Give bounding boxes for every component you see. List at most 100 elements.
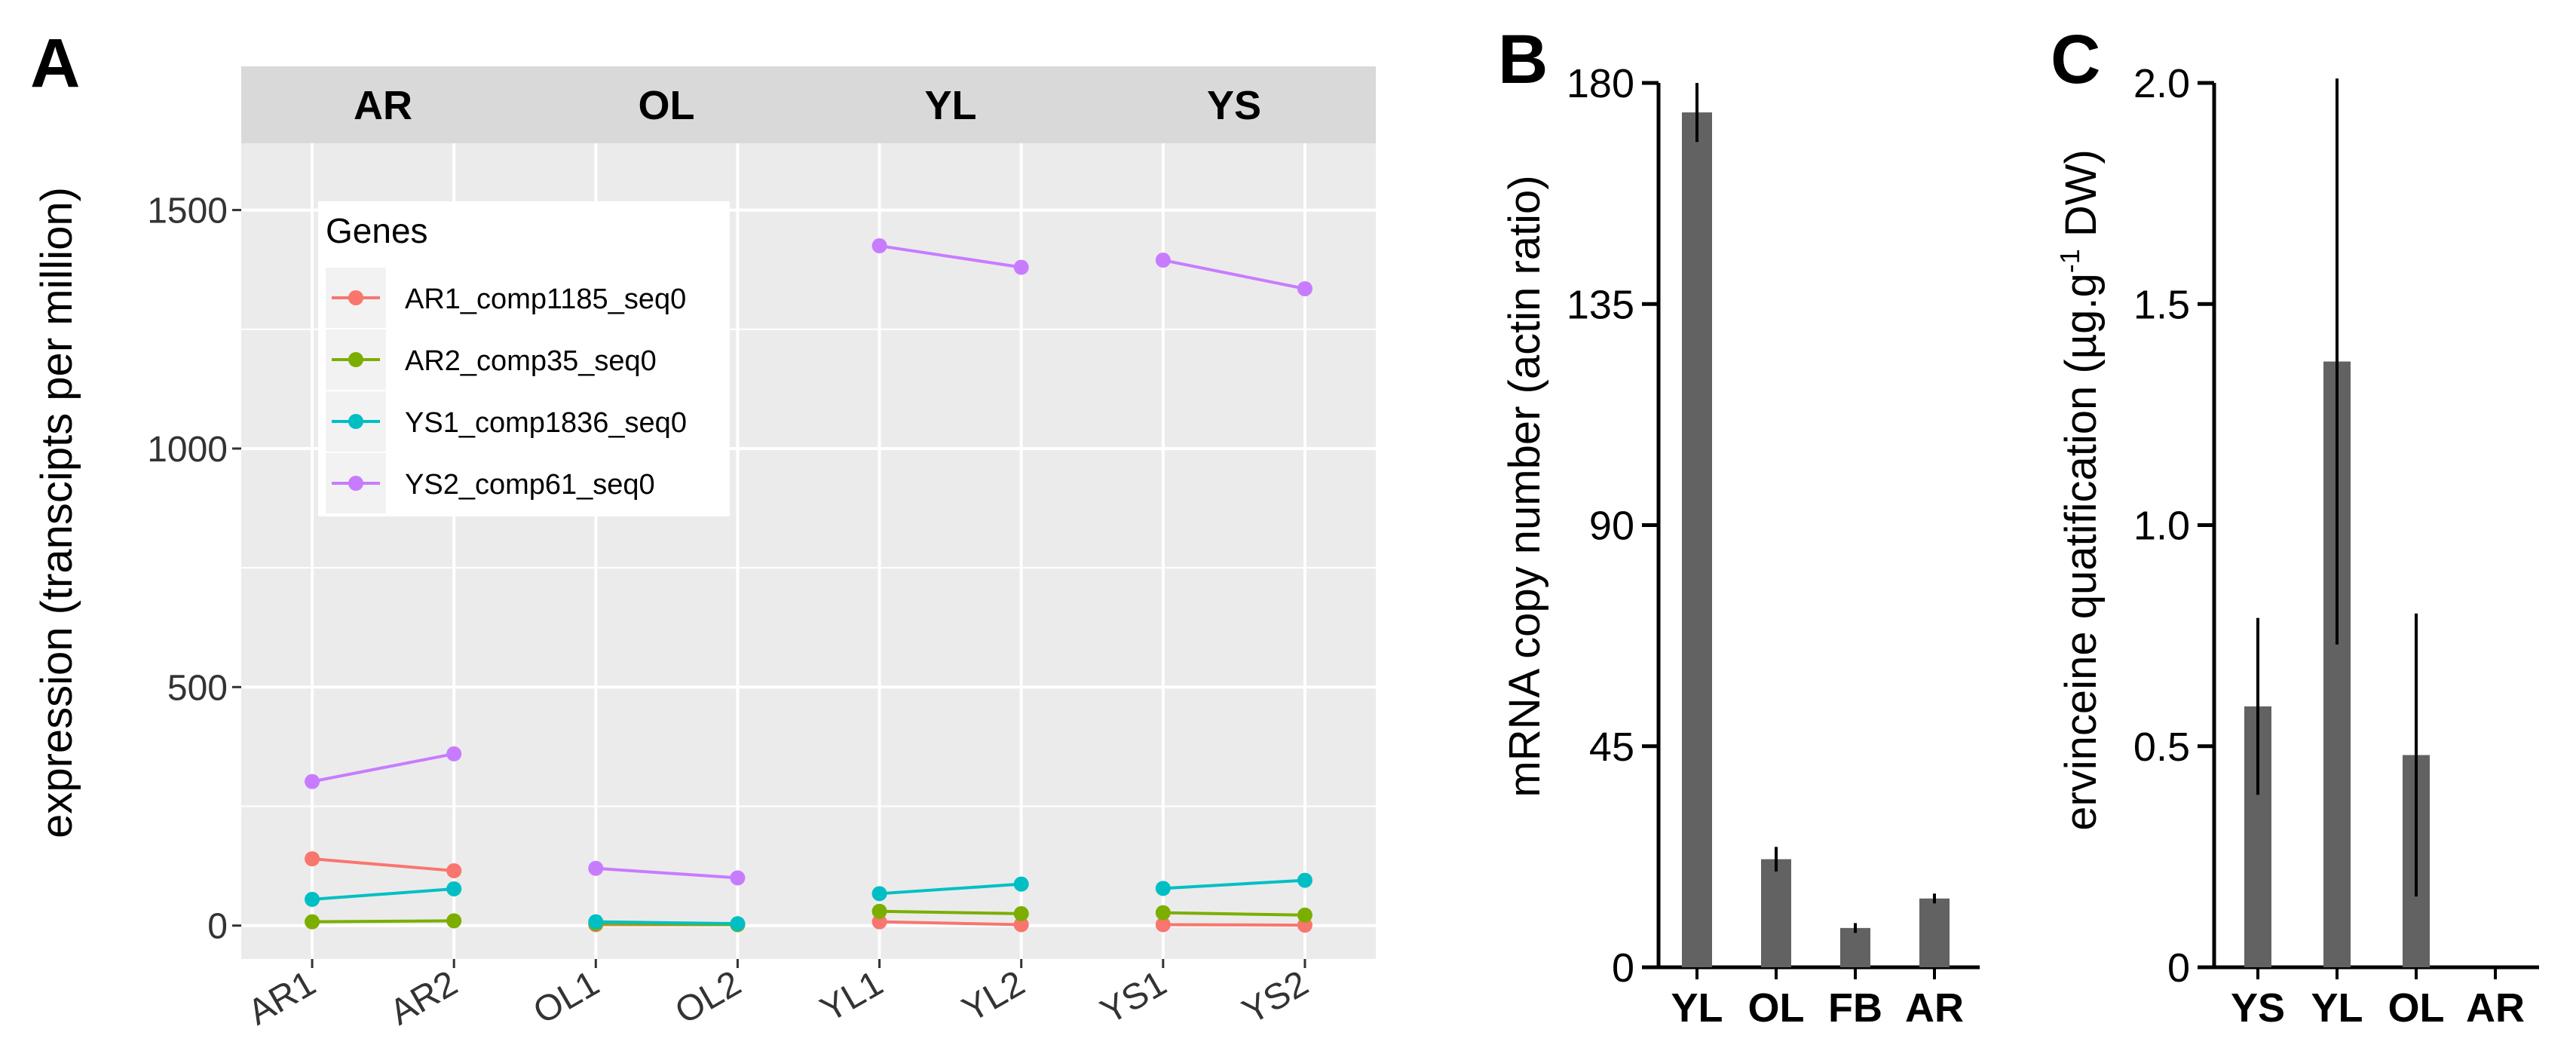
- facet-label-yl: YL: [924, 83, 976, 128]
- line-ys2-comp61-seq0-ys: [1162, 259, 1306, 290]
- point-ar1-comp1185-seq0-ar1: [305, 851, 320, 867]
- panel-c-y-tick-label-1-0: 1.0: [2133, 504, 2190, 549]
- legend-label-ar1: AR1_comp1185_seq0: [405, 283, 686, 315]
- panel-c-y-axis-label-main: ervinceine quatification (µg.g: [2057, 273, 2106, 831]
- legend-label-ys2: YS2_comp61_seq0: [405, 469, 655, 501]
- panel-a-letter: A: [30, 25, 80, 102]
- legend-box: [318, 201, 730, 516]
- line-ys1-comp1836-seq0-ol: [596, 920, 738, 926]
- panel-a-y-axis: 0 500 1000 1500: [147, 191, 241, 947]
- point-ys1-comp1836-seq0-ar2: [446, 881, 462, 896]
- point-ar2-comp35-seq0-yl1: [871, 903, 887, 919]
- point-ys2-comp61-seq0-yl1: [871, 238, 887, 254]
- point-ar2-comp35-seq0-ar2: [446, 913, 462, 929]
- panel-b-x-tick-label-fb: FB: [1828, 985, 1882, 1031]
- panel-b-bar-ol: [1761, 859, 1791, 967]
- panel-a-legend: Genes AR1_comp1185_seq0 AR2_comp35_seq0 …: [318, 201, 730, 516]
- point-ar1-comp1185-seq0-ys1: [1155, 917, 1171, 933]
- point-ys1-comp1836-seq0-ys2: [1297, 872, 1313, 888]
- legend-key-point-ys2-comp61-seq0: [348, 476, 363, 491]
- panel-a-chart: AR OL YL YS 0 500 1000 1500 AR1 AR2 OL1 OL2 YL1…: [32, 66, 1376, 1033]
- line-ar1-comp1185-seq0-yl: [879, 920, 1022, 927]
- point-ar2-comp35-seq0-ar1: [305, 914, 320, 930]
- x-tick-label-ol2: OL2: [669, 964, 748, 1032]
- panel-c-bars: [2244, 78, 2430, 967]
- panel-c-letter: C: [2051, 21, 2100, 98]
- legend-key-point-ys1-comp1836-seq0: [348, 414, 363, 429]
- legend-label-ar2: AR2_comp35_seq0: [405, 345, 657, 377]
- x-tick-label-ar2: AR2: [383, 964, 464, 1034]
- point-ys2-comp61-seq0-yl2: [1013, 259, 1029, 275]
- x-tick-label-ys1: YS1: [1094, 964, 1173, 1032]
- panel-b-x-axis: YL OL FB AR: [1671, 967, 1964, 1031]
- panel-b-bar-yl: [1682, 112, 1712, 968]
- legend-key-point-ar1-comp1185-seq0: [348, 290, 363, 305]
- line-ys2-comp61-seq0-ar: [311, 752, 455, 783]
- panel-a-y-axis-label: expression (transcipts per million): [32, 187, 81, 838]
- panel-a-facet-strip: [241, 66, 1376, 143]
- line-ys1-comp1836-seq0-yl: [879, 882, 1022, 896]
- panel-b-y-tick-label-45: 45: [1589, 725, 1634, 770]
- point-ys2-comp61-seq0-ar1: [305, 774, 320, 789]
- panel-c-x-tick-label-ar: AR: [2466, 985, 2525, 1031]
- x-tick-label-ol1: OL1: [527, 964, 606, 1032]
- panel-c-y-tick-label-1-5: 1.5: [2133, 282, 2190, 327]
- line-ys1-comp1836-seq0-ar: [311, 887, 455, 901]
- panel-c-y-tick-label-2-0: 2.0: [2133, 61, 2190, 106]
- point-ar1-comp1185-seq0-ar2: [446, 862, 462, 878]
- panel-b-x-tick-label-ar: AR: [1905, 985, 1964, 1031]
- y-tick-label-1500: 1500: [147, 191, 228, 231]
- y-tick-label-1000: 1000: [147, 430, 228, 470]
- panel-c-axes: 0 0.5 1.0 1.5 2.0: [2133, 61, 2539, 991]
- line-ys2-comp61-seq0-yl: [879, 244, 1022, 269]
- panel-c-y-tick-label-0-5: 0.5: [2133, 725, 2190, 770]
- point-ar1-comp1185-seq0-yl1: [871, 914, 887, 930]
- y-tick-label-0: 0: [207, 907, 228, 947]
- x-tick-label-yl1: YL1: [814, 964, 890, 1031]
- line-ar1-comp1185-seq0-ar: [311, 857, 455, 872]
- panel-c-x-tick-label-ol: OL: [2388, 985, 2445, 1031]
- point-ys1-comp1836-seq0-ol1: [588, 914, 604, 930]
- line-ar2-comp35-seq0-ys: [1162, 911, 1305, 917]
- point-ar1-comp1185-seq0-yl2: [1013, 917, 1029, 933]
- point-ys1-comp1836-seq0-yl1: [871, 886, 887, 902]
- panel-c-x-tick-label-ys: YS: [2231, 985, 2285, 1031]
- point-ys2-comp61-seq0-ol1: [588, 860, 604, 876]
- point-ys1-comp1836-seq0-ol2: [730, 916, 746, 932]
- panel-a-series: [305, 238, 1313, 933]
- panel-b-y-tick-label-135: 135: [1567, 282, 1634, 327]
- point-ys1-comp1836-seq0-ar1: [305, 891, 320, 907]
- point-ar2-comp35-seq0-yl2: [1013, 905, 1029, 921]
- panel-b-bars: [1682, 83, 1950, 968]
- line-ar2-comp35-seq0-yl: [879, 909, 1022, 915]
- panel-c-y-tick-label-0: 0: [2167, 945, 2190, 991]
- panel-c-y-axis-label-unit: DW): [2057, 149, 2106, 249]
- legend-key-point-ar2-comp35-seq0: [348, 352, 363, 367]
- panel-b-y-tick-label-90: 90: [1589, 504, 1634, 549]
- panel-b-axes: 0 45 90 135 180: [1567, 61, 1980, 991]
- panel-c-y-axis-label-superscript: -1: [2054, 249, 2085, 273]
- line-ys2-comp61-seq0-ol: [596, 866, 738, 880]
- panel-b-chart: 0 45 90 135 180 YL OL FB AR mRNA copy number (a…: [1500, 61, 1980, 1031]
- x-tick-label-ys2: YS2: [1236, 964, 1315, 1032]
- panel-b-bar-fb: [1840, 927, 1870, 967]
- panel-b-x-tick-label-yl: YL: [1671, 985, 1723, 1031]
- panel-b-x-tick-label-ol: OL: [1748, 985, 1805, 1031]
- facet-label-ar: AR: [354, 83, 412, 128]
- panel-b-y-tick-label-180: 180: [1567, 61, 1634, 106]
- point-ys2-comp61-seq0-ar2: [446, 746, 462, 761]
- point-ys2-comp61-seq0-ys1: [1155, 253, 1171, 268]
- panel-a-x-axis: AR1 AR2 OL1 OL2 YL1 YL2 YS1 YS2: [241, 959, 1315, 1033]
- point-ys1-comp1836-seq0-ys1: [1155, 881, 1171, 896]
- panel-c-x-axis: YS YL OL AR: [2231, 967, 2525, 1031]
- panel-b-y-tick-label-0: 0: [1612, 945, 1634, 991]
- point-ys2-comp61-seq0-ol2: [730, 870, 746, 886]
- panel-b-letter: B: [1498, 21, 1548, 98]
- point-ar2-comp35-seq0-ys2: [1297, 907, 1313, 923]
- facet-label-ys: YS: [1207, 83, 1261, 128]
- panel-b-bar-ar: [1919, 898, 1950, 967]
- point-ys2-comp61-seq0-ys2: [1297, 280, 1313, 296]
- panel-c-y-axis-label: ervinceine quatification (µg.g-1 DW): [2054, 149, 2106, 831]
- panel-b-y-axis-label: mRNA copy number (actin ratio): [1500, 175, 1549, 797]
